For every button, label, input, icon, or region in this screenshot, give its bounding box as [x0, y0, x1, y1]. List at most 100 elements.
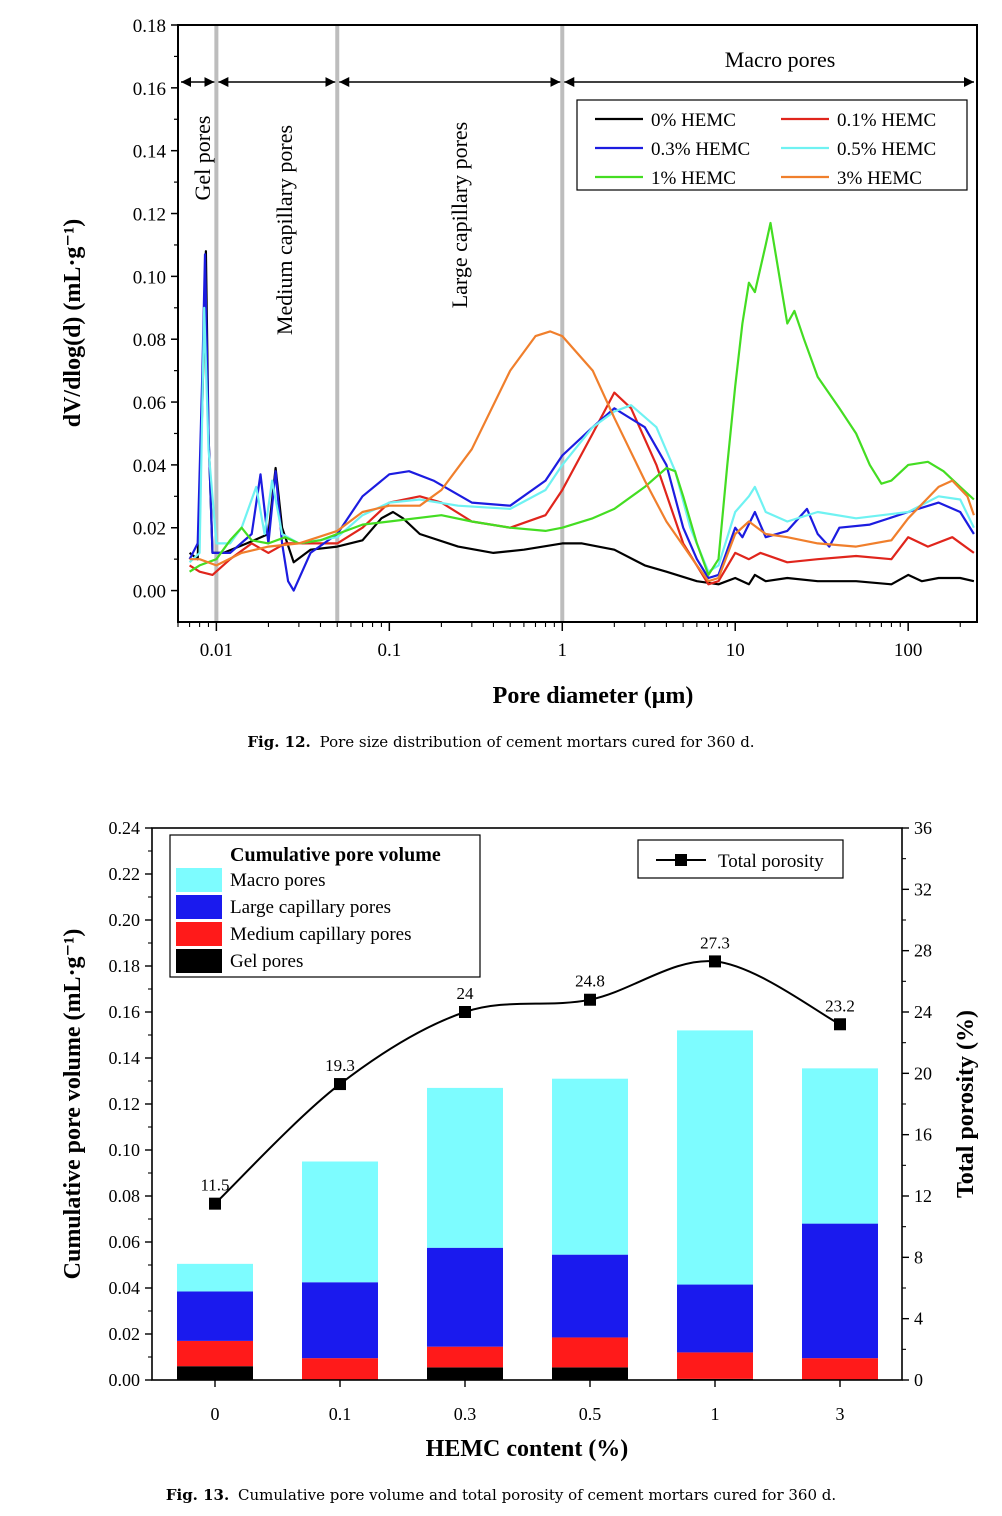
y-tick-label: 0.18: [133, 16, 166, 37]
bar-segment-macro-pores: [427, 1087, 503, 1248]
y2-tick-label: 32: [914, 879, 932, 899]
x-tick-label: 0.5: [579, 1404, 602, 1424]
caption-label: Fig. 12.: [247, 733, 311, 751]
legend-swatch: [176, 895, 222, 919]
porosity-point: [834, 1018, 846, 1031]
x-tick-label: 100: [894, 640, 923, 661]
legend-label: 3% HEMC: [837, 168, 922, 189]
bar-segment-large-capillary-pores: [802, 1223, 878, 1359]
x-tick-label: 3: [836, 1404, 845, 1424]
porosity-point: [334, 1078, 346, 1091]
bar-segment-large-capillary-pores: [427, 1247, 503, 1347]
bar-segment-macro-pores: [552, 1078, 628, 1255]
legend-swatch: [176, 868, 222, 892]
porosity-value-label: 24: [457, 984, 475, 1003]
legend-label: 0.3% HEMC: [651, 139, 750, 160]
stacked-bars: [177, 1030, 878, 1380]
y-tick-label: 0.16: [133, 79, 166, 100]
porosity-value-label: 23.2: [825, 996, 855, 1015]
bar-segment-gel-pores: [177, 1366, 253, 1380]
legend-title: Cumulative pore volume: [230, 844, 441, 866]
bar-segment-large-capillary-pores: [302, 1282, 378, 1359]
legend-label: 0.1% HEMC: [837, 110, 936, 131]
series-line-1: [189, 391, 975, 586]
bar-legend: Cumulative pore volume Macro pores Large …: [169, 834, 481, 978]
x-tick-label: 0.01: [200, 640, 233, 661]
bar-segment-medium-capillary-pores: [177, 1340, 253, 1367]
bar-segment-large-capillary-pores: [677, 1284, 753, 1353]
legend-label: Medium capillary pores: [230, 924, 412, 945]
caption-text: Pore size distribution of cement mortars…: [319, 733, 755, 751]
y-axis-title: dV/dlog(d) (mL·g⁻¹): [60, 219, 86, 428]
figure-12-caption: Fig. 12. Pore size distribution of cemen…: [0, 733, 1002, 751]
region-label-large-capillary: Large capillary pores: [447, 122, 472, 309]
x-tick-label: 0.1: [329, 1404, 352, 1424]
porosity-curve: [214, 960, 841, 1205]
legend-label: 0.5% HEMC: [837, 139, 936, 160]
series-line-0: [188, 250, 975, 586]
bar-segment-medium-capillary-pores: [302, 1358, 378, 1380]
legend-label: 1% HEMC: [651, 168, 736, 189]
line-legend-marker: [675, 854, 687, 866]
y-axis-title: Cumulative pore volume (mL·g⁻¹): [60, 929, 86, 1280]
bar-segment-medium-capillary-pores: [677, 1352, 753, 1379]
line-legend: Total porosity: [637, 839, 844, 879]
bar-segment-medium-capillary-pores: [802, 1358, 878, 1380]
x-tick-label: 10: [726, 640, 745, 661]
porosity-value-label: 27.3: [700, 933, 730, 952]
region-label-medium-capillary: Medium capillary pores: [272, 125, 297, 335]
bar-segment-large-capillary-pores: [177, 1291, 253, 1341]
x-tick-label: 0: [211, 1404, 220, 1424]
porosity-value-label: 24.8: [575, 972, 605, 991]
y-tick-label: 0.02: [133, 519, 166, 540]
legend-swatch: [176, 949, 222, 973]
x-axis-title: Pore diameter (μm): [493, 683, 694, 709]
y2-tick-label: 28: [914, 941, 932, 961]
legend-box: [576, 99, 968, 191]
y-tick-label: 0.20: [109, 910, 141, 930]
bar-segment-gel-pores: [552, 1367, 628, 1380]
legend-swatch: [176, 922, 222, 946]
porosity-point: [584, 993, 596, 1006]
cumulative-pore-volume-chart: 0.000.020.040.060.080.100.120.140.160.18…: [60, 818, 979, 1462]
pore-size-distribution-chart: 0.00 0.02 0.04 0.06 0.08 0.10 0.12 0.14 0.16 0.18…: [60, 16, 978, 709]
legend-label: Macro pores: [230, 870, 326, 891]
y-tick-label: 0.14: [133, 142, 167, 163]
x-axis-title: HEMC content (%): [426, 1436, 629, 1462]
y-tick-label: 0.08: [133, 330, 166, 351]
plot-frame: [177, 24, 978, 623]
bar-segment-macro-pores: [302, 1161, 378, 1283]
y-tick-label: 0.24: [109, 818, 141, 838]
series-lines: [188, 221, 975, 592]
region-boundary-lines: [214, 25, 565, 622]
bar-segment-gel-pores: [427, 1367, 503, 1380]
y-tick-label: 0.00: [133, 582, 166, 603]
y-tick-label: 0.08: [109, 1186, 141, 1206]
axis-ticks: 0.00 0.02 0.04 0.06 0.08 0.10 0.12 0.14 0.16 0.18…: [133, 16, 961, 661]
y-tick-label: 0.12: [133, 205, 166, 226]
caption-text: Cumulative pore volume and total porosit…: [238, 1486, 837, 1504]
porosity-value-label: 11.5: [200, 1176, 229, 1195]
y-tick-label: 0.10: [133, 267, 166, 288]
x-tick-label: 0.1: [377, 640, 401, 661]
porosity-point: [459, 1006, 471, 1018]
bar-segment-medium-capillary-pores: [552, 1337, 628, 1368]
x-tick-label: 0.3: [454, 1404, 477, 1424]
y-tick-label: 0.16: [109, 1002, 141, 1022]
legend-label: Gel pores: [230, 951, 303, 972]
bar-segment-medium-capillary-pores: [427, 1346, 503, 1368]
series-line-2: [188, 253, 975, 592]
series-line-3: [188, 306, 975, 573]
line-legend-label: Total porosity: [718, 851, 824, 872]
legend-label: 0% HEMC: [651, 110, 736, 131]
y2-tick-label: 12: [914, 1186, 932, 1206]
porosity-point: [709, 955, 721, 968]
y-tick-label: 0.18: [109, 956, 141, 976]
x-tick-label: 1: [711, 1404, 720, 1424]
y-tick-label: 0.10: [109, 1140, 141, 1160]
y-tick-label: 0.22: [109, 864, 141, 884]
bar-segment-macro-pores: [677, 1030, 753, 1285]
y-tick-label: 0.06: [133, 393, 166, 414]
series-line-5: [189, 330, 975, 583]
y2-axis-title: Total porosity (%): [953, 1010, 979, 1198]
